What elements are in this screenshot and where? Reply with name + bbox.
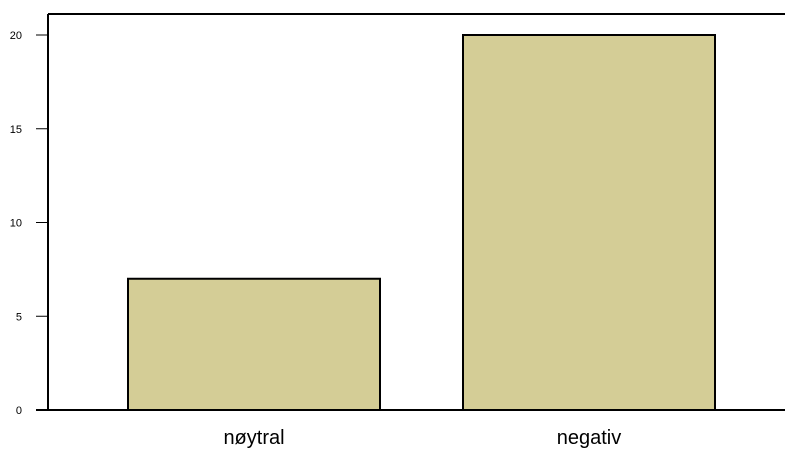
- y-tick-label-20: 20: [10, 30, 22, 42]
- y-tick-label-15: 15: [10, 124, 22, 136]
- x-tick-label-noytral: nøytral: [223, 427, 284, 449]
- bar-noytral: [127, 277, 381, 411]
- bar-negativ: [462, 34, 716, 411]
- y-tick-label-5: 5: [16, 311, 22, 323]
- bars: [127, 34, 716, 411]
- x-tick-label-negativ: negativ: [557, 427, 622, 449]
- y-tick-label-0: 0: [16, 405, 22, 417]
- labels: nøytral negativ: [223, 427, 621, 449]
- y-tick-label-10: 10: [10, 218, 22, 230]
